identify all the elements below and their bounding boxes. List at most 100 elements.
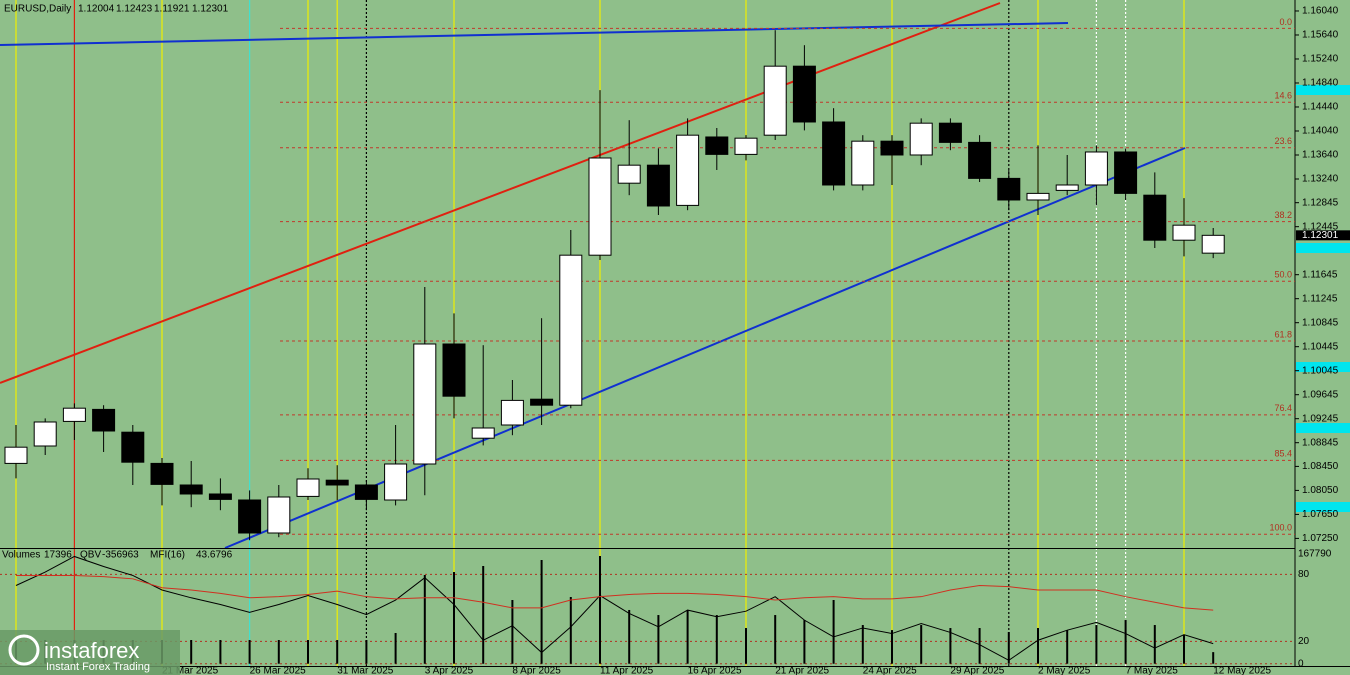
last-price-box [1296, 230, 1350, 241]
candle-body [442, 343, 466, 397]
y-tick-label: 1.08450 [1302, 461, 1339, 472]
candle-body [62, 407, 86, 422]
candle-body [588, 157, 612, 256]
y-tick-label: 1.09645 [1302, 389, 1339, 400]
y2-tick-label: 0 [1298, 658, 1304, 669]
y-tick-label: 1.14440 [1302, 102, 1339, 113]
logo-icon [8, 634, 40, 666]
indicator-value: 43.6796 [196, 550, 233, 561]
y-tick-label: 1.11245 [1302, 293, 1338, 304]
header-close: 1.12301 [192, 4, 229, 15]
x-tick-label: 11 Apr 2025 [600, 666, 654, 675]
volume-max-label: 167790 [1298, 549, 1332, 560]
indicator-label: Volumes [2, 550, 40, 561]
header-open: 1.12004 [78, 4, 115, 15]
fib-label: 50.0 [1274, 270, 1292, 280]
x-tick-label: 8 Apr 2025 [512, 666, 561, 675]
candle-body [968, 141, 992, 179]
y-tick-label: 1.15640 [1302, 30, 1339, 41]
fib-label: 100.0 [1269, 523, 1292, 533]
candle-body [851, 140, 875, 186]
y-tick-label: 1.15240 [1302, 54, 1339, 65]
y-tick-label: 1.08050 [1302, 485, 1339, 496]
candle-body [997, 177, 1021, 201]
candle-body [1026, 192, 1050, 201]
indicator-label: MFI(16) [150, 550, 185, 561]
candle-body [384, 463, 408, 501]
price-tag [1296, 423, 1350, 433]
candle-body [617, 164, 641, 184]
indicator-value: 17396 [44, 550, 72, 561]
logo-tagline: Instant Forex Trading [46, 661, 150, 673]
header-low: 1.11921 [154, 4, 190, 15]
logo: instaforex Instant Forex Trading [0, 630, 180, 675]
y-tick-label: 1.10045 [1302, 365, 1339, 376]
candle-body [880, 140, 904, 156]
chart-title: EURUSD,Daily [4, 4, 71, 15]
y-tick-label: 1.10845 [1302, 317, 1339, 328]
indicator-value: -356963 [102, 550, 139, 561]
price-tag [1296, 243, 1350, 253]
y-tick-label: 1.14040 [1302, 126, 1339, 137]
candle-body [1172, 224, 1196, 241]
fib-label: 23.6 [1274, 136, 1292, 146]
y-tick-label: 1.08845 [1302, 437, 1339, 448]
candle-body [296, 478, 320, 497]
y-tick-label: 1.16040 [1302, 6, 1339, 17]
candle-body [559, 254, 583, 406]
candle-body [676, 134, 700, 206]
candle-body [413, 343, 437, 465]
candle-body [179, 484, 203, 495]
candle-body [500, 399, 524, 426]
fib-label: 61.8 [1274, 329, 1292, 339]
candle-body [1114, 151, 1138, 194]
candle-body [530, 398, 554, 406]
price-tag [1296, 362, 1350, 372]
candle-body [150, 462, 174, 485]
x-tick-label: 31 Mar 2025 [337, 666, 394, 675]
y2-tick-label: 20 [1298, 636, 1310, 647]
y-tick-label: 1.07650 [1302, 509, 1339, 520]
candle-body [267, 496, 291, 534]
fib-label: 14.6 [1274, 91, 1292, 101]
x-tick-label: 3 Apr 2025 [425, 666, 474, 675]
y-tick-label: 1.09245 [1302, 413, 1339, 424]
fib-label: 0.0 [1279, 17, 1292, 27]
candle-body [471, 427, 495, 439]
last-price-label: 1.12301 [1302, 230, 1339, 241]
x-tick-label: 21 Mar 2025 [162, 666, 219, 675]
y-tick-label: 1.10445 [1302, 341, 1339, 352]
y-tick-label: 1.12445 [1302, 221, 1339, 232]
trend-line [0, 2, 1001, 384]
candle-body [646, 164, 670, 207]
x-tick-label: 2 May 2025 [1038, 666, 1091, 675]
candle-body [238, 499, 262, 534]
x-tick-label: 16 Apr 2025 [688, 666, 742, 675]
y-tick-label: 1.11645 [1302, 269, 1338, 280]
candle-body [325, 479, 349, 486]
x-tick-label: 12 May 2025 [1213, 666, 1271, 675]
y-tick-label: 1.13240 [1302, 174, 1339, 185]
candle-body [763, 65, 787, 136]
candle-body [734, 137, 758, 155]
y-tick-label: 1.12845 [1302, 197, 1339, 208]
fib-label: 76.4 [1274, 403, 1292, 413]
price-tags [1296, 85, 1350, 512]
header-high: 1.12423 [116, 4, 153, 15]
y-tick-label: 1.14840 [1302, 78, 1339, 89]
x-tick-label: 21 Apr 2025 [775, 666, 829, 675]
candle-body [4, 446, 28, 464]
candle-body [92, 408, 116, 432]
indicator-line [15, 555, 1214, 661]
candle-body [792, 65, 816, 123]
indicator-label: QBV [80, 550, 101, 561]
candle-body [1084, 151, 1108, 186]
x-tick-label: 24 Apr 2025 [863, 666, 917, 675]
candle-body [121, 431, 145, 463]
candle-body [208, 493, 232, 500]
candle-body [1201, 234, 1225, 254]
y2-tick-label: 80 [1298, 569, 1310, 580]
candle-body [938, 122, 962, 143]
